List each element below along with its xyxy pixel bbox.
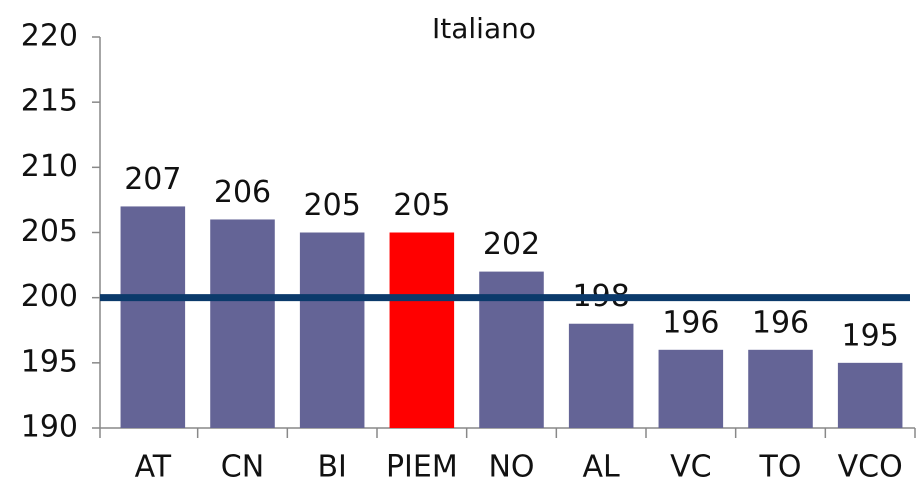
- value-label: 206: [214, 175, 271, 210]
- bar: [120, 206, 186, 428]
- value-label: 202: [483, 227, 540, 262]
- value-label: 196: [662, 305, 719, 340]
- bar: [299, 232, 365, 428]
- y-tick-label: 195: [21, 344, 78, 379]
- value-label: 205: [393, 188, 450, 223]
- y-tick-label: 220: [21, 19, 78, 54]
- value-label: 205: [304, 188, 361, 223]
- y-tick-label: 190: [21, 410, 78, 445]
- bar: [389, 232, 455, 428]
- x-tick-label: TO: [759, 450, 802, 485]
- bar: [837, 362, 903, 428]
- value-label: 196: [752, 305, 809, 340]
- chart-title: Italiano: [432, 12, 536, 45]
- x-tick-label: VCO: [838, 450, 903, 485]
- x-tick-label: BI: [317, 450, 346, 485]
- bar: [658, 349, 724, 428]
- x-tick-label: VC: [670, 450, 711, 485]
- bar: [748, 349, 813, 428]
- y-tick-label: 205: [21, 214, 78, 249]
- x-tick-label: AL: [583, 450, 621, 485]
- y-tick-label: 210: [21, 149, 78, 184]
- bar: [210, 219, 275, 428]
- y-tick-label: 215: [21, 84, 78, 119]
- x-tick-label: PIEM: [386, 450, 458, 485]
- x-tick-label: CN: [221, 450, 264, 485]
- bar: [568, 323, 634, 428]
- x-tick-label: NO: [488, 450, 534, 485]
- y-tick-label: 200: [21, 279, 78, 314]
- value-label: 195: [842, 318, 899, 353]
- x-tick-label: AT: [135, 450, 172, 485]
- value-label: 207: [124, 162, 181, 197]
